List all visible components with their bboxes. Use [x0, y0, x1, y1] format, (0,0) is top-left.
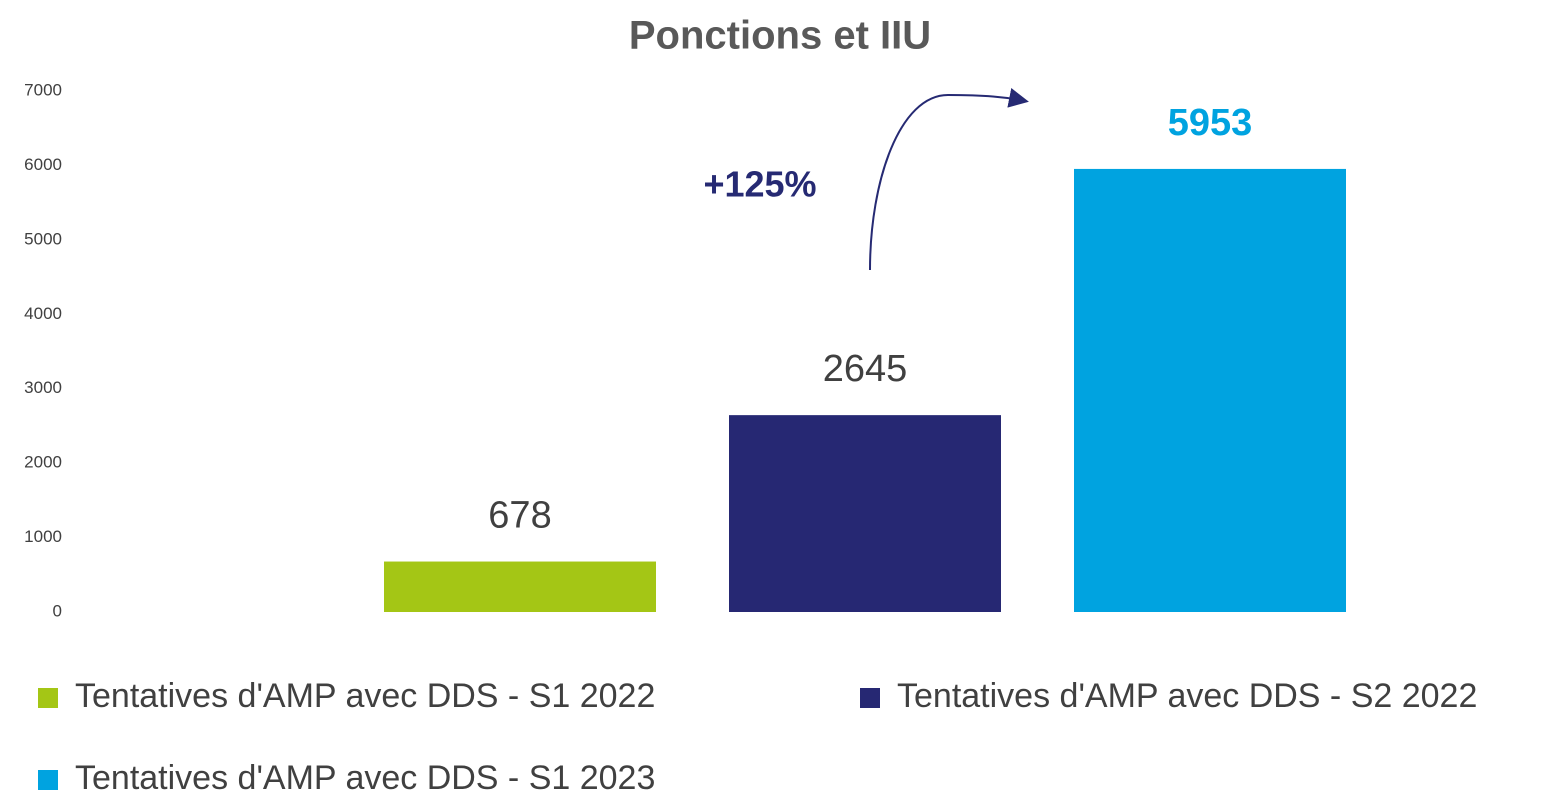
y-tick-label: 5000 [24, 229, 62, 248]
legend-swatch [860, 688, 880, 708]
y-tick-label: 4000 [24, 304, 62, 323]
bar [1074, 168, 1346, 613]
value-label: 5953 [1168, 102, 1253, 144]
annotation: +125% [703, 164, 816, 205]
legend-label: Tentatives d'AMP avec DDS - S1 2023 [75, 759, 655, 797]
y-tick-label: 2000 [24, 453, 62, 472]
y-tick-label: 1000 [24, 527, 62, 546]
y-tick-label: 0 [53, 601, 62, 620]
y-tick-label: 6000 [24, 155, 62, 174]
arrow [869, 88, 1029, 271]
legend-swatch [38, 770, 58, 790]
legend-label: Tentatives d'AMP avec DDS - S1 2022 [75, 677, 655, 715]
bar [384, 561, 656, 612]
value-label: 2645 [823, 348, 908, 390]
value-label: 678 [488, 495, 551, 537]
bar [729, 415, 1001, 612]
y-tick-label: 3000 [24, 378, 62, 397]
y-tick-label: 7000 [24, 80, 62, 99]
chart-title: Ponctions et IIU [629, 14, 931, 58]
legend-label: Tentatives d'AMP avec DDS - S2 2022 [897, 677, 1477, 715]
legend-swatch [38, 688, 58, 708]
